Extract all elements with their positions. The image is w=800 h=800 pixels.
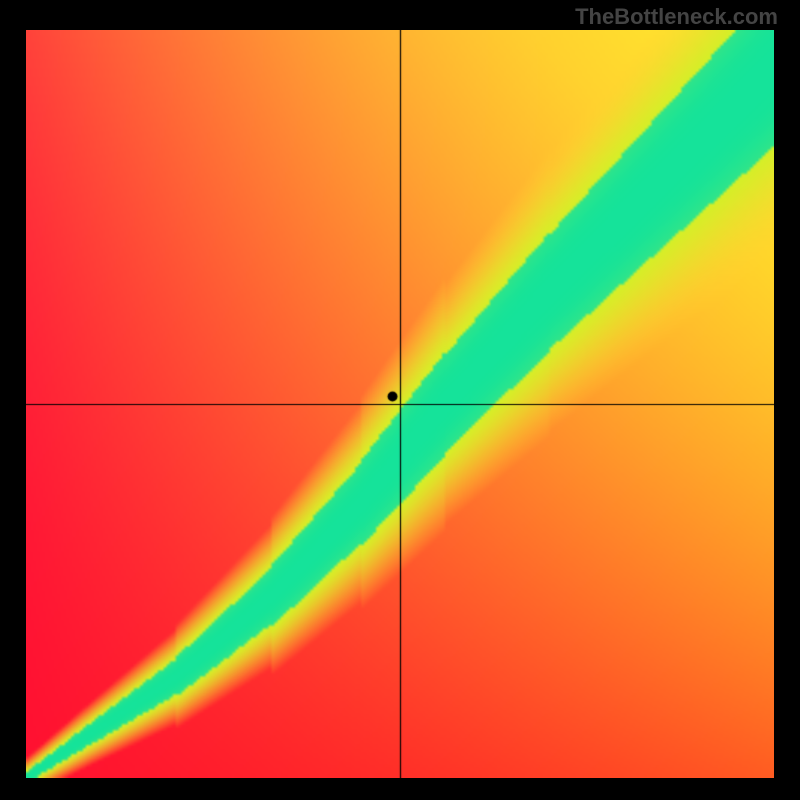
watermark-text: TheBottleneck.com xyxy=(575,4,778,30)
heatmap-canvas xyxy=(26,30,774,778)
figure-root: TheBottleneck.com xyxy=(0,0,800,800)
plot-area xyxy=(26,30,774,778)
